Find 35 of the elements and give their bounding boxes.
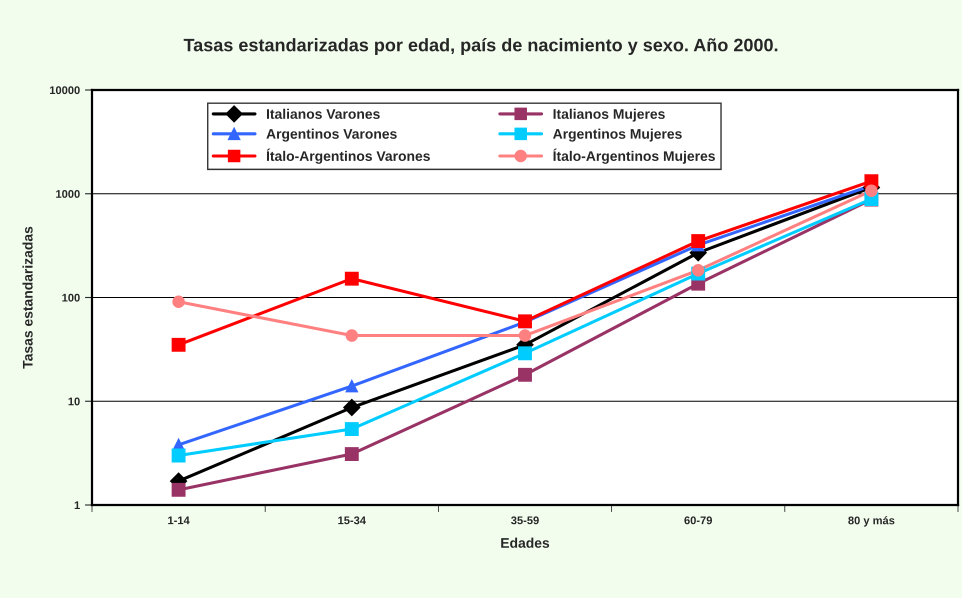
y-tick-label: 100 [62, 294, 80, 302]
point [172, 296, 185, 308]
chart-title: Tasas estandarizadas por edad, país de nacimiento y sexo. Año 2000. [184, 38, 778, 55]
legend-label: Ítalo-Argentinos Varones [266, 148, 430, 164]
legend-label: Argentinos Mujeres [553, 128, 682, 142]
y-tick-label: 10000 [50, 86, 80, 94]
legend-label: Italianos Varones [266, 108, 380, 119]
point [691, 234, 706, 248]
point [692, 264, 704, 277]
y-tick-label: 10 [68, 398, 80, 406]
x-tick-label: 80 y más [848, 516, 894, 527]
legend-label: Italianos Mujeres [554, 108, 665, 122]
x-axis-title: Edades [501, 538, 550, 548]
point [344, 447, 359, 461]
point [343, 398, 360, 416]
point [518, 368, 532, 382]
point [344, 272, 359, 286]
point [346, 329, 358, 342]
y-tick-label: 1000 [56, 190, 80, 198]
point [346, 380, 358, 392]
point [172, 482, 186, 497]
y-axis-title: Tasas estandarizadas [22, 226, 33, 369]
legend-label: Argentinos Varones [266, 128, 397, 142]
point [344, 422, 359, 436]
legend-label: Ítalo-Argentinos Mujeres [553, 148, 715, 164]
point [865, 184, 878, 197]
x-tick-label: 35-59 [511, 516, 539, 524]
x-tick-label: 1-14 [168, 516, 190, 524]
point [172, 338, 186, 352]
y-tick-label: 1 [74, 501, 80, 510]
point [518, 346, 532, 360]
point [172, 448, 186, 462]
x-tick-label: 15-34 [338, 516, 366, 524]
point [518, 329, 532, 342]
x-tick-label: 60-79 [684, 516, 712, 524]
